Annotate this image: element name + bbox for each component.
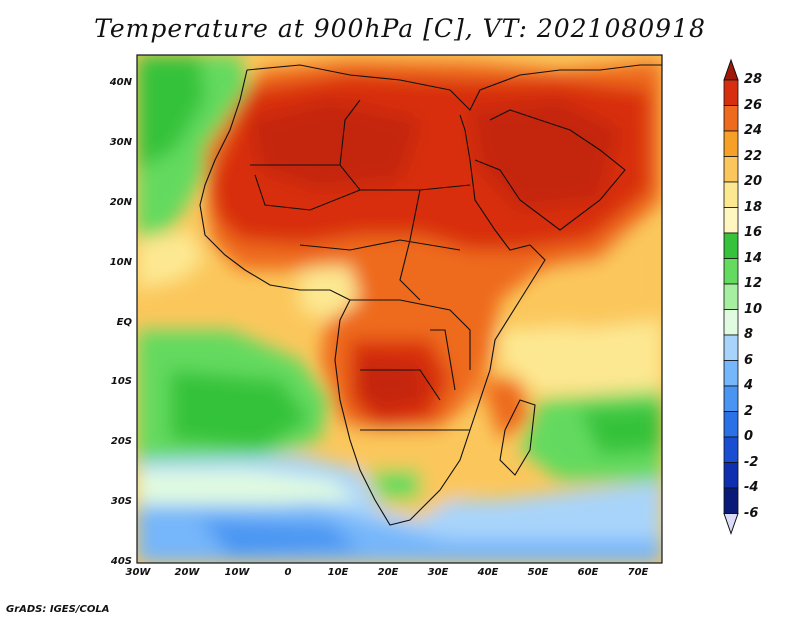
lon-label: 0 — [284, 567, 292, 578]
colorbar-label: 14 — [744, 250, 763, 266]
lat-label: 40N — [109, 77, 132, 88]
colorbar-label: 6 — [744, 352, 754, 368]
colorbar-swatch — [723, 411, 739, 438]
colorbar-label: 12 — [744, 276, 763, 291]
grads-credit: GrADS: IGES/COLA — [6, 604, 110, 615]
colorbar — [723, 58, 739, 536]
lon-label: 30W — [125, 567, 151, 578]
colorbar-swatch — [723, 105, 739, 132]
lat-label: 40S — [110, 556, 132, 567]
colorbar-swatch — [723, 462, 739, 489]
colorbar-swatch — [723, 232, 739, 259]
lat-label: 30S — [110, 496, 132, 507]
colorbar-label: 24 — [744, 123, 763, 138]
colorbar-label: 16 — [744, 225, 763, 240]
colorbar-swatch — [723, 360, 739, 387]
lon-label: 50E — [527, 567, 549, 578]
lon-label: 60E — [577, 567, 599, 578]
colorbar-label: 18 — [744, 199, 763, 215]
colorbar-swatch — [723, 436, 739, 463]
colorbar-swatch — [723, 181, 739, 208]
colorbar-swatch — [723, 487, 739, 514]
colorbar-label: 0 — [744, 429, 754, 444]
colorbar-label: -2 — [744, 454, 759, 470]
colorbar-label: -6 — [744, 505, 759, 521]
colorbar-label: 8 — [744, 327, 754, 342]
colorbar-swatch — [723, 130, 739, 157]
colorbar-label: 26 — [744, 97, 763, 113]
lat-label: 20S — [110, 436, 132, 447]
colorbar-swatch — [723, 156, 739, 183]
colorbar-label: 10 — [744, 301, 763, 317]
lon-label: 40E — [477, 567, 499, 578]
lon-label: 10W — [224, 567, 250, 578]
colorbar-label: 22 — [744, 148, 763, 164]
colorbar-bottom-arrow — [723, 513, 739, 536]
lat-label: 10N — [109, 257, 132, 268]
chart-title: Temperature at 900hPa [C], VT: 202108091… — [94, 14, 706, 43]
colorbar-swatch — [723, 258, 739, 285]
lon-label: 30E — [427, 567, 449, 578]
lon-label: 20W — [174, 567, 200, 578]
colorbar-swatch — [723, 283, 739, 310]
lon-label: 20E — [377, 567, 399, 578]
colorbar-label: 4 — [744, 378, 754, 393]
colorbar-swatch — [723, 207, 739, 234]
colorbar-label: 20 — [744, 174, 763, 189]
colorbar-label: -4 — [744, 480, 759, 495]
lat-label: 10S — [110, 376, 132, 387]
colorbar-top-arrow — [723, 58, 739, 81]
colorbar-swatch — [723, 309, 739, 336]
lat-label: 20N — [109, 197, 132, 208]
lon-label: 70E — [627, 567, 649, 578]
colorbar-swatch — [723, 79, 739, 106]
colorbar-label: 2 — [744, 403, 754, 419]
lat-label: EQ — [116, 317, 132, 328]
colorbar-swatch — [723, 385, 739, 412]
colorbar-label: 28 — [744, 72, 763, 87]
lon-label: 10E — [327, 567, 349, 578]
lat-label: 30N — [109, 137, 132, 148]
colorbar-swatch — [723, 334, 739, 361]
